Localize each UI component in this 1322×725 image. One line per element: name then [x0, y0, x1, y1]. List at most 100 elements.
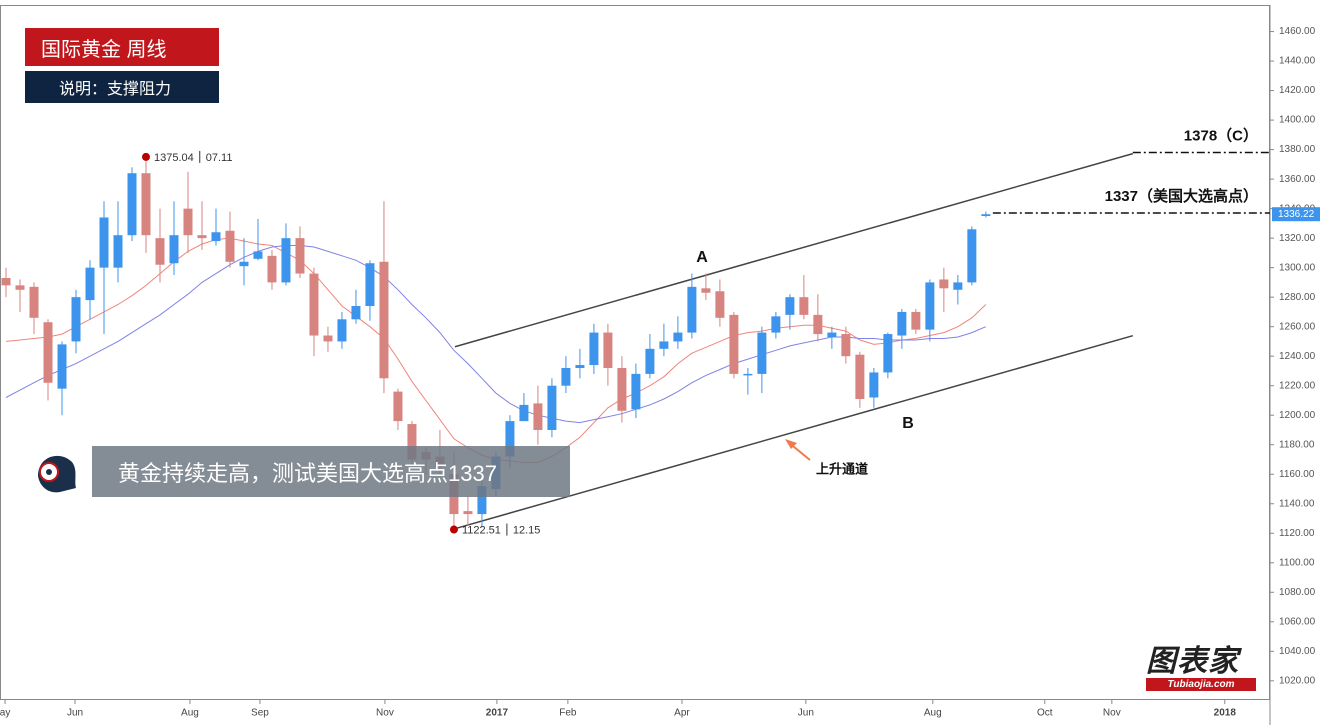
extreme-date: 07.11 [206, 152, 233, 164]
x-tick-label: Apr [674, 708, 690, 719]
candle-body [169, 235, 179, 264]
logo-name: 图表家 [1146, 645, 1239, 678]
candle-body [71, 297, 81, 342]
x-tick-label: Aug [924, 708, 942, 719]
candle-body [477, 486, 487, 515]
x-tick-label: Oct [1037, 708, 1053, 719]
y-tick-label: 1140.00 [1279, 498, 1315, 509]
y-tick-label: 1320.00 [1279, 233, 1316, 244]
candle-body [295, 238, 305, 274]
candle-body [365, 263, 375, 307]
y-tick-label: 1040.00 [1279, 646, 1316, 657]
x-tick-label: Nov [376, 708, 394, 719]
candle-body [855, 354, 865, 399]
extreme-marker [449, 525, 458, 534]
y-tick-label: 1280.00 [1279, 292, 1316, 303]
candle-body [337, 319, 347, 342]
extreme-value: 1122.51 [462, 524, 501, 536]
candle-body [519, 404, 529, 422]
y-tick-label: 1420.00 [1279, 85, 1316, 96]
candle-body [575, 365, 585, 368]
candle-body [911, 311, 921, 330]
y-tick-label: 1120.00 [1279, 528, 1315, 539]
candle-body [799, 297, 809, 315]
candle-body [785, 297, 795, 315]
candle-body [925, 282, 935, 330]
candle-body [967, 229, 977, 283]
candle-body [239, 261, 249, 267]
extreme-value: 1375.04 [154, 152, 194, 164]
candle-body [617, 367, 627, 411]
candle-body [57, 344, 67, 389]
candle-body [869, 372, 879, 398]
channel-line [454, 334, 1134, 530]
x-tick-label: Aug [181, 708, 199, 719]
candle-body [687, 286, 697, 333]
y-tick-label: 1200.00 [1279, 410, 1316, 421]
subtitle: 说明：支撑阻力 [59, 81, 172, 98]
x-tick-label: 2018 [1214, 708, 1237, 719]
title-box: 国际黄金 周线 [25, 28, 219, 66]
candle-body [407, 424, 417, 460]
candle-body [505, 421, 515, 457]
candle-body [323, 335, 333, 342]
candle-body [309, 273, 319, 336]
candle-body [211, 232, 221, 242]
y-tick-label: 1240.00 [1279, 351, 1316, 362]
candle-body [267, 255, 277, 283]
candle-body [897, 311, 907, 336]
level-label: 1378（C） [1184, 127, 1258, 145]
y-tick-label: 1400.00 [1279, 115, 1316, 126]
candle-body [15, 285, 25, 290]
candle-body [645, 348, 655, 374]
candle-body [197, 235, 207, 239]
candle-body [113, 235, 123, 268]
candle-body [85, 267, 95, 301]
candle-body [981, 214, 991, 217]
candle-body [127, 173, 137, 236]
candle-body [603, 332, 613, 368]
x-tick-label: Jun [798, 708, 814, 719]
candle-body [729, 314, 739, 374]
x-tick-label: Jun [67, 708, 83, 719]
y-tick-label: 1160.00 [1279, 469, 1315, 480]
candle-body [43, 322, 53, 383]
candle-body [1, 277, 11, 286]
x-tick-label: Feb [559, 708, 577, 719]
level-label: 1337（美国大选高点） [1105, 187, 1258, 205]
y-tick-label: 1260.00 [1279, 321, 1316, 332]
channel-label: 上升通道 [816, 461, 868, 476]
y-tick-label: 1460.00 [1279, 26, 1316, 37]
extreme-marker [141, 152, 150, 161]
title: 国际黄金 周线 [41, 38, 167, 61]
y-tick-label: 1220.00 [1279, 380, 1316, 391]
candle-body [589, 332, 599, 366]
candle-body [141, 173, 151, 236]
y-tick-label: 1380.00 [1279, 144, 1316, 155]
channel-line [454, 152, 1134, 348]
candle-body [659, 341, 669, 349]
last-price: 1336.22 [1278, 209, 1315, 220]
point-label: A [696, 249, 708, 266]
candle-body [379, 261, 389, 379]
moving-average [5, 245, 986, 424]
candle-body [225, 230, 235, 262]
callout: 黄金持续走高，测试美国大选高点1337 [118, 460, 497, 486]
callout-box: 黄金持续走高，测试美国大选高点1337 [92, 446, 570, 497]
subtitle-box: 说明：支撑阻力 [25, 71, 219, 103]
candle-body [813, 314, 823, 335]
candle-body [939, 279, 949, 289]
candle-body [561, 367, 571, 386]
candle-body [29, 286, 39, 318]
extreme-date: 12.15 [513, 524, 541, 536]
candle-body [673, 332, 683, 342]
candle-body [631, 373, 641, 410]
y-tick-label: 1440.00 [1279, 56, 1316, 67]
moving-average [5, 237, 987, 463]
y-tick-label: 1060.00 [1279, 616, 1316, 627]
candle-body [281, 238, 291, 283]
candle-body [463, 511, 473, 515]
candle-body [393, 391, 403, 422]
x-tick-label: 2017 [486, 708, 509, 719]
